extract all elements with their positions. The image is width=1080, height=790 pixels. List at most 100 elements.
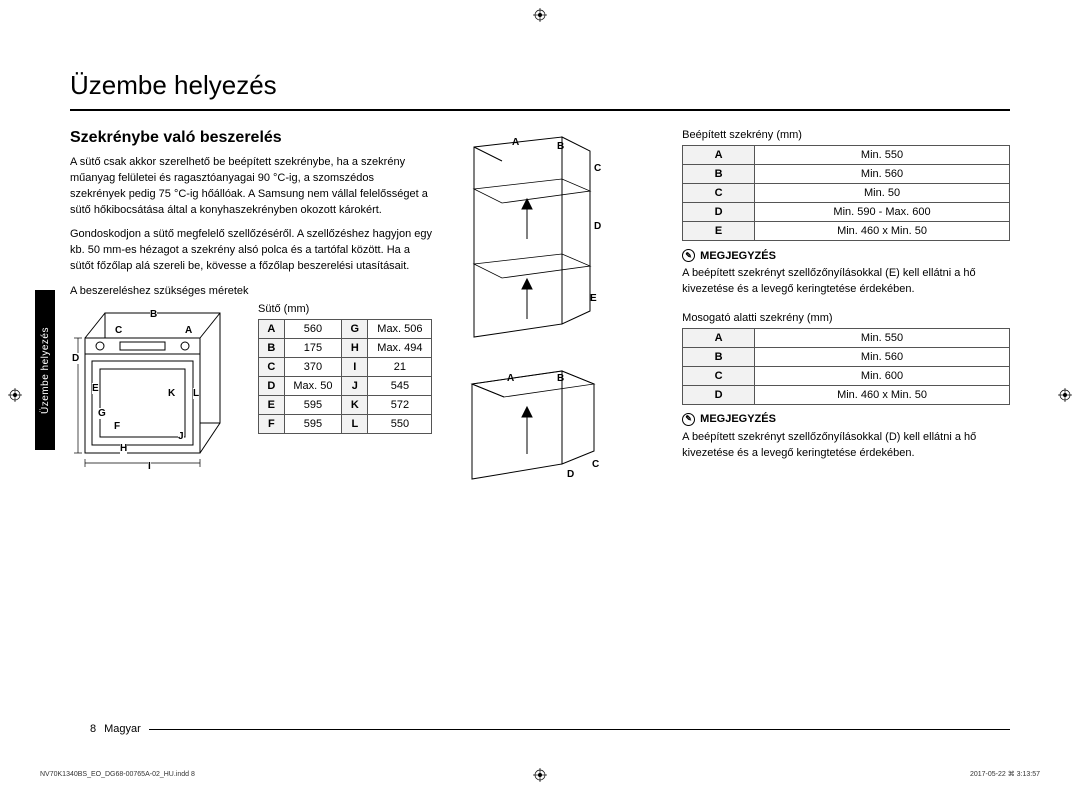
table-row: CMin. 50 [683, 184, 1010, 203]
table-row: DMin. 460 x Min. 50 [683, 385, 1010, 404]
svg-text:A: A [507, 373, 514, 384]
table-cell: Max. 50 [284, 376, 342, 395]
table-cell: J [342, 376, 368, 395]
note-text-2: A beépített szekrényt szellőzőnyílásokka… [682, 430, 1010, 462]
table-cell: Min. 550 [755, 146, 1010, 165]
table-cell: 595 [284, 395, 342, 414]
table-cell: 595 [284, 414, 342, 433]
table-cell: E [683, 222, 755, 241]
builtin-table: AMin. 550BMin. 560CMin. 50DMin. 590 - Ma… [682, 145, 1010, 241]
table-cell: Max. 506 [368, 319, 432, 338]
table-cell: Min. 590 - Max. 600 [755, 203, 1010, 222]
intro-para-1: A sütő csak akkor szerelhető be beépítet… [70, 155, 432, 219]
note-heading-2: ✎ MEGJEGYZÉS [682, 413, 1010, 426]
table-cell: Min. 560 [755, 347, 1010, 366]
table-cell: F [259, 414, 285, 433]
table-row: AMin. 550 [683, 328, 1010, 347]
svg-text:C: C [594, 163, 601, 174]
undersink-cabinet-diagram: A B C D [462, 359, 607, 489]
builtin-cabinet-diagram: A B C D E [462, 129, 607, 349]
table-cell: G [342, 319, 368, 338]
table-cell: B [683, 347, 755, 366]
oven-table-block: Sütő (mm) A560GMax. 506B175HMax. 494C370… [258, 303, 432, 434]
footer-language: Magyar [104, 723, 141, 735]
content-columns: Szekrénybe való beszerelés A sütő csak a… [70, 129, 1010, 489]
footer: 8 Magyar [90, 723, 1010, 735]
page-content: Üzembe helyezés Szekrénybe való beszerel… [0, 0, 1080, 790]
middle-column: A B C D E A [462, 129, 652, 489]
note-heading-1: ✎ MEGJEGYZÉS [682, 249, 1010, 262]
svg-text:E: E [590, 293, 597, 304]
note-text-1: A beépített szekrényt szellőzőnyílásokka… [682, 266, 1010, 298]
intro-para-2: Gondoskodjon a sütő megfelelő szellőzésé… [70, 227, 432, 275]
footer-page-number: 8 [90, 723, 96, 735]
right-column: Beépített szekrény (mm) AMin. 550BMin. 5… [682, 129, 1010, 489]
undersink-caption: Mosogató alatti szekrény (mm) [682, 312, 1010, 324]
table-cell: A [683, 328, 755, 347]
print-timestamp: 2017-05-22 ⌘ 3:13:57 [970, 770, 1040, 778]
table-cell: 560 [284, 319, 342, 338]
table-cell: D [683, 385, 755, 404]
title-rule [70, 109, 1010, 111]
dim-a: A [185, 325, 192, 336]
table-cell: 572 [368, 395, 432, 414]
table-row: AMin. 550 [683, 146, 1010, 165]
table-cell: D [683, 203, 755, 222]
table-cell: Min. 50 [755, 184, 1010, 203]
table-row: EMin. 460 x Min. 50 [683, 222, 1010, 241]
table-row: BMin. 560 [683, 347, 1010, 366]
table-cell: A [683, 146, 755, 165]
table-row: DMin. 590 - Max. 600 [683, 203, 1010, 222]
table-cell: 370 [284, 357, 342, 376]
dim-c: C [115, 325, 122, 336]
svg-text:B: B [557, 141, 564, 152]
table-cell: B [259, 338, 285, 357]
note-icon: ✎ [682, 413, 695, 426]
note-label-1: MEGJEGYZÉS [700, 250, 776, 262]
oven-table: A560GMax. 506B175HMax. 494C370I21DMax. 5… [258, 319, 432, 434]
table-cell: 550 [368, 414, 432, 433]
table-cell: 545 [368, 376, 432, 395]
table-cell: 21 [368, 357, 432, 376]
table-cell: E [259, 395, 285, 414]
table-row: B175HMax. 494 [259, 338, 432, 357]
dim-b: B [150, 309, 157, 320]
note-icon: ✎ [682, 249, 695, 262]
dim-j: J [178, 431, 184, 442]
table-cell: K [342, 395, 368, 414]
section-heading: Szekrénybe való beszerelés [70, 129, 432, 147]
table-cell: H [342, 338, 368, 357]
svg-text:C: C [592, 459, 599, 470]
table-cell: 175 [284, 338, 342, 357]
oven-caption: Sütő (mm) [258, 303, 432, 315]
undersink-table: AMin. 550BMin. 560CMin. 600DMin. 460 x M… [682, 328, 1010, 405]
table-cell: I [342, 357, 368, 376]
dim-g: G [98, 408, 106, 419]
dim-i: I [148, 461, 151, 472]
dim-f: F [114, 421, 120, 432]
dim-k: K [168, 388, 175, 399]
table-row: DMax. 50J545 [259, 376, 432, 395]
table-cell: C [683, 184, 755, 203]
svg-text:D: D [567, 469, 574, 480]
table-cell: Min. 460 x Min. 50 [755, 385, 1010, 404]
table-cell: L [342, 414, 368, 433]
table-cell: A [259, 319, 285, 338]
dim-h: H [120, 443, 127, 454]
dim-d: D [72, 353, 79, 364]
left-column: Szekrénybe való beszerelés A sütő csak a… [70, 129, 432, 489]
svg-text:A: A [512, 137, 519, 148]
table-row: CMin. 600 [683, 366, 1010, 385]
table-cell: Min. 600 [755, 366, 1010, 385]
oven-diagram: B C A D E F G H I J K L [70, 303, 240, 483]
footer-rule [149, 729, 1010, 730]
table-row: E595K572 [259, 395, 432, 414]
table-row: BMin. 560 [683, 165, 1010, 184]
table-cell: C [259, 357, 285, 376]
table-cell: D [259, 376, 285, 395]
table-cell: C [683, 366, 755, 385]
table-row: C370I21 [259, 357, 432, 376]
dim-l: L [193, 388, 199, 399]
table-cell: B [683, 165, 755, 184]
table-cell: Min. 460 x Min. 50 [755, 222, 1010, 241]
